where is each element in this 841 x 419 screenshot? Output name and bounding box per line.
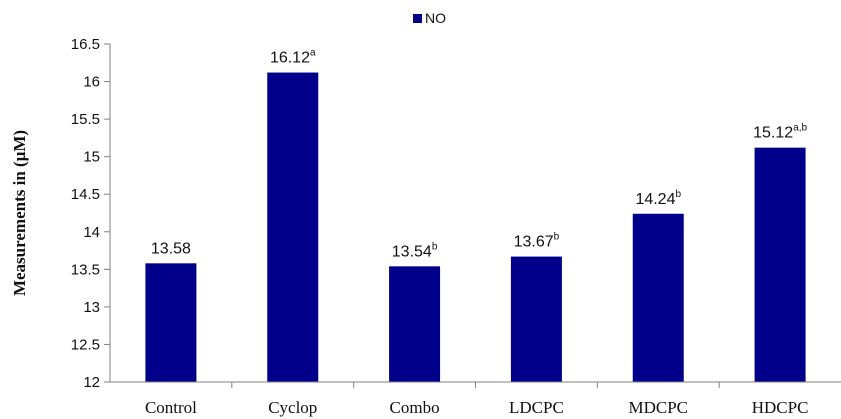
data-label-combo: 13.54b	[392, 241, 438, 260]
y-tick-label: 12.5	[71, 336, 100, 353]
data-label-control: 13.58	[151, 240, 191, 257]
y-tick-label: 16.5	[71, 36, 100, 53]
data-label-mdcpc: 14.24b	[635, 189, 681, 208]
x-tick-label-ldcpc: LDCPC	[509, 398, 564, 417]
x-tick-label-cyclop: Cyclop	[268, 398, 317, 417]
y-tick-label: 12	[83, 374, 100, 391]
bar-hdcpc	[754, 147, 806, 382]
y-tick-label: 14.5	[71, 186, 100, 203]
x-tick-label-mdcpc: MDCPC	[628, 398, 688, 417]
y-tick-label: 15	[83, 149, 100, 166]
legend: NO	[413, 10, 446, 26]
bars: 13.58 16.12a 13.54b 13.67b 14.24b 15.12a,b	[145, 48, 807, 382]
y-tick-label: 16	[83, 74, 100, 91]
x-tick-label-hdcpc: HDCPC	[752, 398, 809, 417]
y-tick-label: 15.5	[71, 111, 100, 128]
y-tick-label: 14	[83, 224, 100, 241]
bar-mdcpc	[632, 213, 684, 382]
bar-control	[145, 263, 197, 382]
bar-combo	[389, 266, 441, 382]
x-axis: Control Cyclop Combo LDCPC MDCPC HDCPC	[110, 381, 841, 417]
legend-swatch-no	[413, 14, 422, 23]
bar-ldcpc	[510, 256, 562, 382]
x-tick-label-control: Control	[145, 398, 197, 417]
bar-cyclop	[267, 72, 319, 382]
legend-label-no: NO	[425, 10, 446, 26]
y-tick-label: 13	[83, 299, 100, 316]
y-axis-title: Measurements in (μM)	[10, 130, 29, 296]
y-axis: 12 12.5 13 13.5 14 14.5 15 15.5 16 16.5	[71, 36, 111, 391]
data-label-ldcpc: 13.67b	[514, 232, 560, 251]
data-label-hdcpc: 15.12a,b	[753, 123, 807, 142]
data-label-cyclop: 16.12a	[270, 48, 316, 67]
x-tick-label-combo: Combo	[390, 398, 440, 417]
y-tick-label: 13.5	[71, 261, 100, 278]
